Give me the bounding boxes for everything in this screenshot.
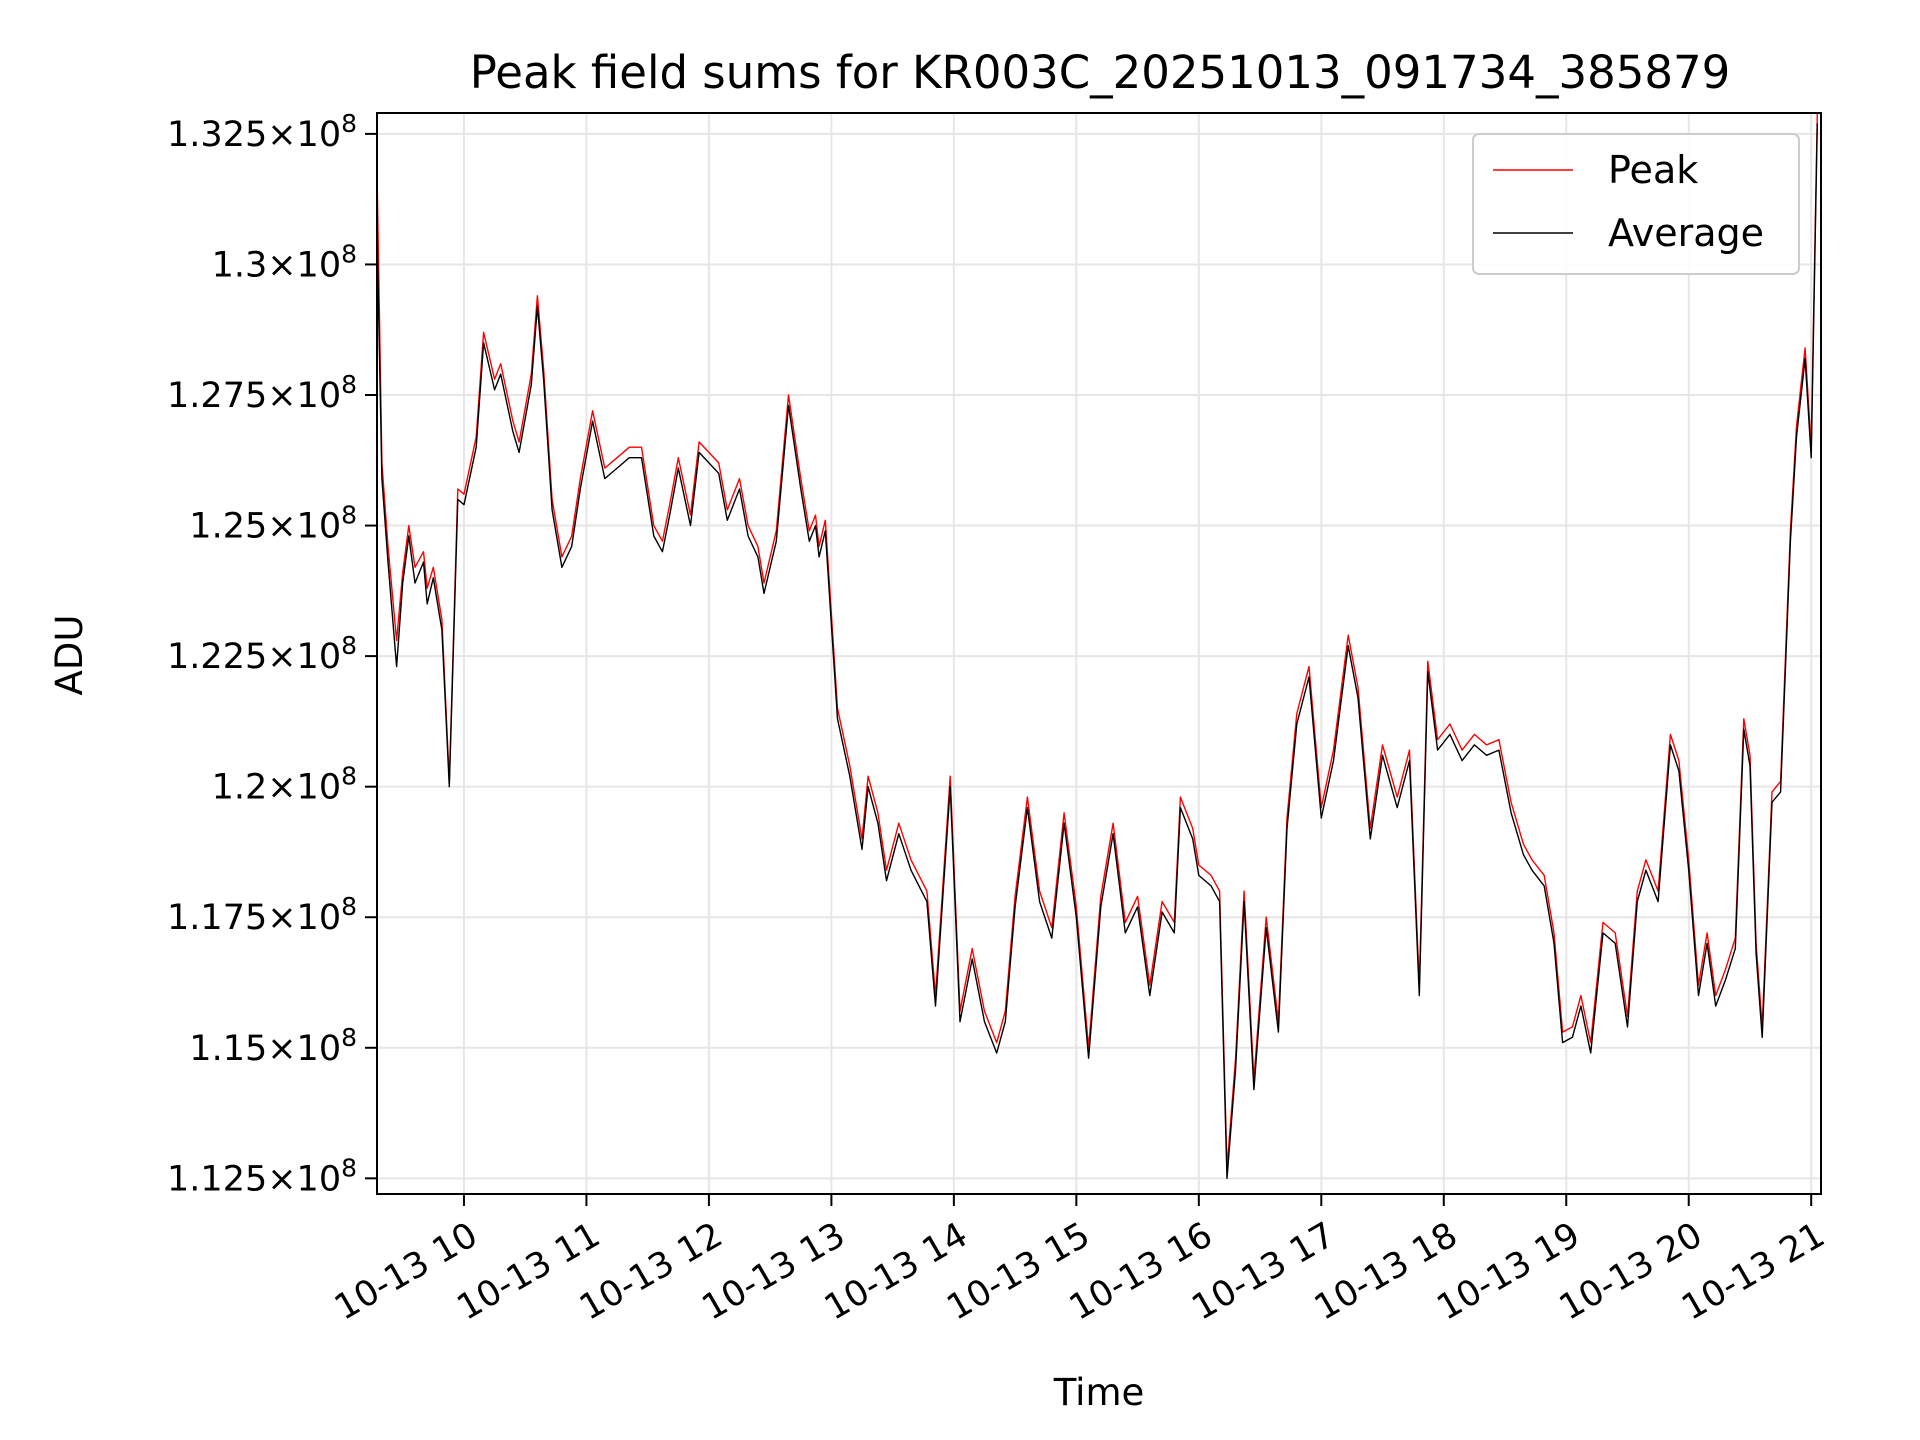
y-tick-label: 1.125×108: [167, 1153, 357, 1199]
y-tick-exponent: 8: [341, 1153, 357, 1182]
y-tick-label: 1.225×108: [167, 631, 357, 677]
y-axis-label: ADU: [48, 615, 91, 696]
y-tick-exponent: 8: [341, 762, 357, 791]
y-tick-label: 1.275×108: [167, 370, 357, 416]
legend-label-peak: Peak: [1608, 148, 1698, 192]
y-tick-exponent: 8: [341, 239, 357, 268]
plot-frame: [376, 112, 1822, 1195]
y-tick-exponent: 8: [341, 370, 357, 399]
legend: Peak Average: [1472, 133, 1800, 275]
chart-title: Peak field sums for KR003C_20251013_0917…: [470, 46, 1730, 99]
series-layer: [376, 112, 1818, 1179]
y-tick-exponent: 8: [341, 109, 357, 138]
y-tick-exponent: 8: [341, 631, 357, 660]
legend-box: [1472, 133, 1800, 275]
y-tick-label: 1.3×108: [212, 239, 357, 285]
y-tick-label: 1.325×108: [167, 109, 357, 155]
legend-label-average: Average: [1608, 211, 1764, 255]
series-line-peak: [376, 112, 1818, 1169]
y-tick-label: 1.25×108: [189, 501, 357, 547]
y-tick-exponent: 8: [341, 1023, 357, 1052]
y-tick-label: 1.15×108: [189, 1023, 357, 1069]
y-tick-label: 1.175×108: [167, 892, 357, 938]
x-axis-label: Time: [1053, 1371, 1145, 1414]
y-tick-exponent: 8: [341, 501, 357, 530]
series-line-average: [376, 123, 1818, 1179]
y-tick-label: 1.2×108: [212, 762, 357, 808]
y-axis-ticks: 1.125×108 1.15×108 1.175×108 1.2×108 1.225×1…: [167, 109, 377, 1199]
y-tick-exponent: 8: [341, 892, 357, 921]
